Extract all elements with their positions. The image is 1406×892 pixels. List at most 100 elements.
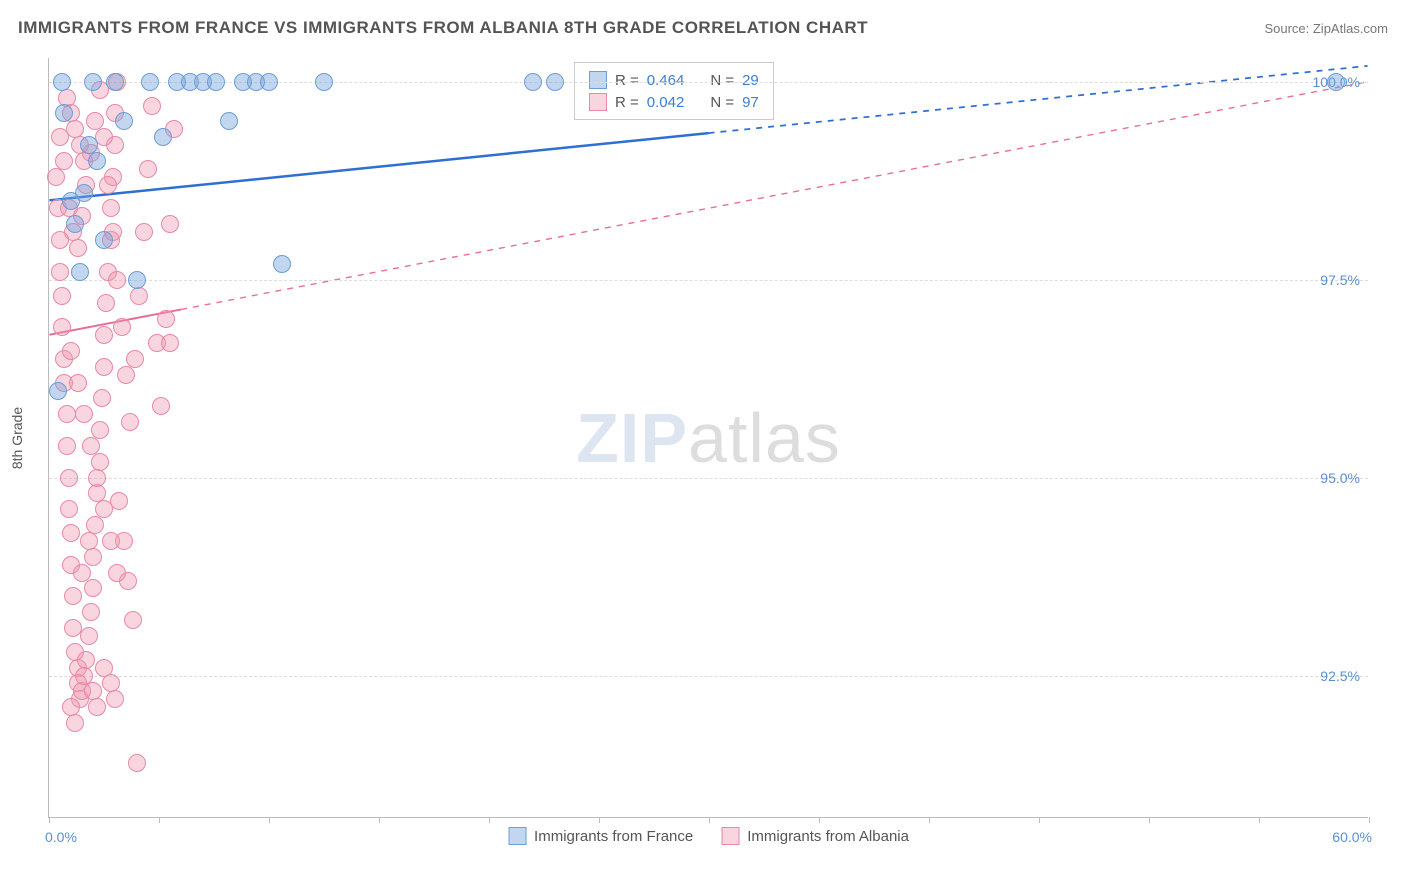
series-legend-label: Immigrants from Albania xyxy=(747,828,909,845)
data-point-albania xyxy=(135,223,153,241)
x-tick-mark xyxy=(819,817,820,823)
data-point-france xyxy=(88,152,106,170)
x-axis-label-right: 60.0% xyxy=(1332,829,1372,845)
watermark: ZIPatlas xyxy=(576,398,841,478)
correlation-legend: R =0.464N =29R =0.042N =97 xyxy=(574,62,774,120)
data-point-france xyxy=(207,73,225,91)
series-legend-item: Immigrants from Albania xyxy=(721,827,909,845)
data-point-albania xyxy=(80,627,98,645)
data-point-france xyxy=(154,128,172,146)
data-point-albania xyxy=(95,358,113,376)
gridline xyxy=(49,676,1368,677)
trend-lines xyxy=(49,58,1368,817)
watermark-zip: ZIP xyxy=(576,399,688,477)
data-point-albania xyxy=(139,160,157,178)
data-point-albania xyxy=(88,469,106,487)
data-point-albania xyxy=(102,532,120,550)
data-point-france xyxy=(84,73,102,91)
x-tick-mark xyxy=(1369,817,1370,823)
data-point-albania xyxy=(66,714,84,732)
watermark-atlas: atlas xyxy=(688,399,841,477)
data-point-albania xyxy=(73,564,91,582)
legend-swatch xyxy=(589,93,607,111)
data-point-france xyxy=(106,73,124,91)
data-point-albania xyxy=(126,350,144,368)
data-point-france xyxy=(66,215,84,233)
data-point-france xyxy=(260,73,278,91)
chart-title: IMMIGRANTS FROM FRANCE VS IMMIGRANTS FRO… xyxy=(18,18,868,38)
data-point-albania xyxy=(124,611,142,629)
source-prefix: Source: xyxy=(1264,21,1312,36)
data-point-albania xyxy=(99,176,117,194)
data-point-albania xyxy=(84,548,102,566)
x-tick-mark xyxy=(489,817,490,823)
data-point-albania xyxy=(62,342,80,360)
x-axis-label-left: 0.0% xyxy=(45,829,77,845)
data-point-albania xyxy=(121,413,139,431)
y-tick-label: 95.0% xyxy=(1320,470,1360,486)
series-legend-item: Immigrants from France xyxy=(508,827,693,845)
data-point-albania xyxy=(69,374,87,392)
y-tick-label: 97.5% xyxy=(1320,272,1360,288)
data-point-albania xyxy=(84,579,102,597)
data-point-albania xyxy=(152,397,170,415)
data-point-albania xyxy=(93,389,111,407)
data-point-albania xyxy=(47,168,65,186)
x-tick-mark xyxy=(1259,817,1260,823)
data-point-france xyxy=(220,112,238,130)
legend-swatch xyxy=(589,71,607,89)
data-point-france xyxy=(49,382,67,400)
data-point-france xyxy=(75,184,93,202)
data-point-albania xyxy=(62,524,80,542)
data-point-albania xyxy=(88,698,106,716)
legend-r-label: R = xyxy=(615,94,639,111)
data-point-albania xyxy=(110,492,128,510)
legend-r-label: R = xyxy=(615,72,639,89)
data-point-albania xyxy=(60,500,78,518)
data-point-albania xyxy=(77,651,95,669)
data-point-albania xyxy=(55,152,73,170)
legend-n-label: N = xyxy=(710,72,734,89)
data-point-albania xyxy=(95,326,113,344)
data-point-france xyxy=(71,263,89,281)
x-tick-mark xyxy=(49,817,50,823)
legend-n-value: 97 xyxy=(742,94,759,111)
x-tick-mark xyxy=(379,817,380,823)
data-point-albania xyxy=(53,318,71,336)
data-point-albania xyxy=(102,199,120,217)
data-point-albania xyxy=(106,690,124,708)
x-tick-mark xyxy=(159,817,160,823)
data-point-albania xyxy=(58,437,76,455)
data-point-albania xyxy=(58,405,76,423)
series-legend-label: Immigrants from France xyxy=(534,828,693,845)
data-point-albania xyxy=(64,587,82,605)
data-point-albania xyxy=(97,294,115,312)
data-point-albania xyxy=(117,366,135,384)
data-point-france xyxy=(115,112,133,130)
data-point-albania xyxy=(161,215,179,233)
data-point-albania xyxy=(108,564,126,582)
data-point-france xyxy=(55,104,73,122)
data-point-albania xyxy=(128,754,146,772)
data-point-france xyxy=(524,73,542,91)
x-tick-mark xyxy=(709,817,710,823)
legend-swatch xyxy=(508,827,526,845)
data-point-albania xyxy=(143,97,161,115)
data-point-albania xyxy=(95,500,113,518)
gridline xyxy=(49,478,1368,479)
data-point-albania xyxy=(75,405,93,423)
data-point-albania xyxy=(161,334,179,352)
data-point-albania xyxy=(53,287,71,305)
scatter-plot: 8th Grade ZIPatlas R =0.464N =29R =0.042… xyxy=(48,58,1368,818)
legend-row: R =0.464N =29 xyxy=(575,69,773,91)
data-point-france xyxy=(546,73,564,91)
data-point-albania xyxy=(113,318,131,336)
data-point-france xyxy=(1327,73,1345,91)
data-point-albania xyxy=(130,287,148,305)
data-point-france xyxy=(273,255,291,273)
legend-r-value: 0.464 xyxy=(647,72,685,89)
y-axis-title: 8th Grade xyxy=(9,406,25,468)
x-tick-mark xyxy=(269,817,270,823)
x-tick-mark xyxy=(1039,817,1040,823)
data-point-albania xyxy=(82,603,100,621)
